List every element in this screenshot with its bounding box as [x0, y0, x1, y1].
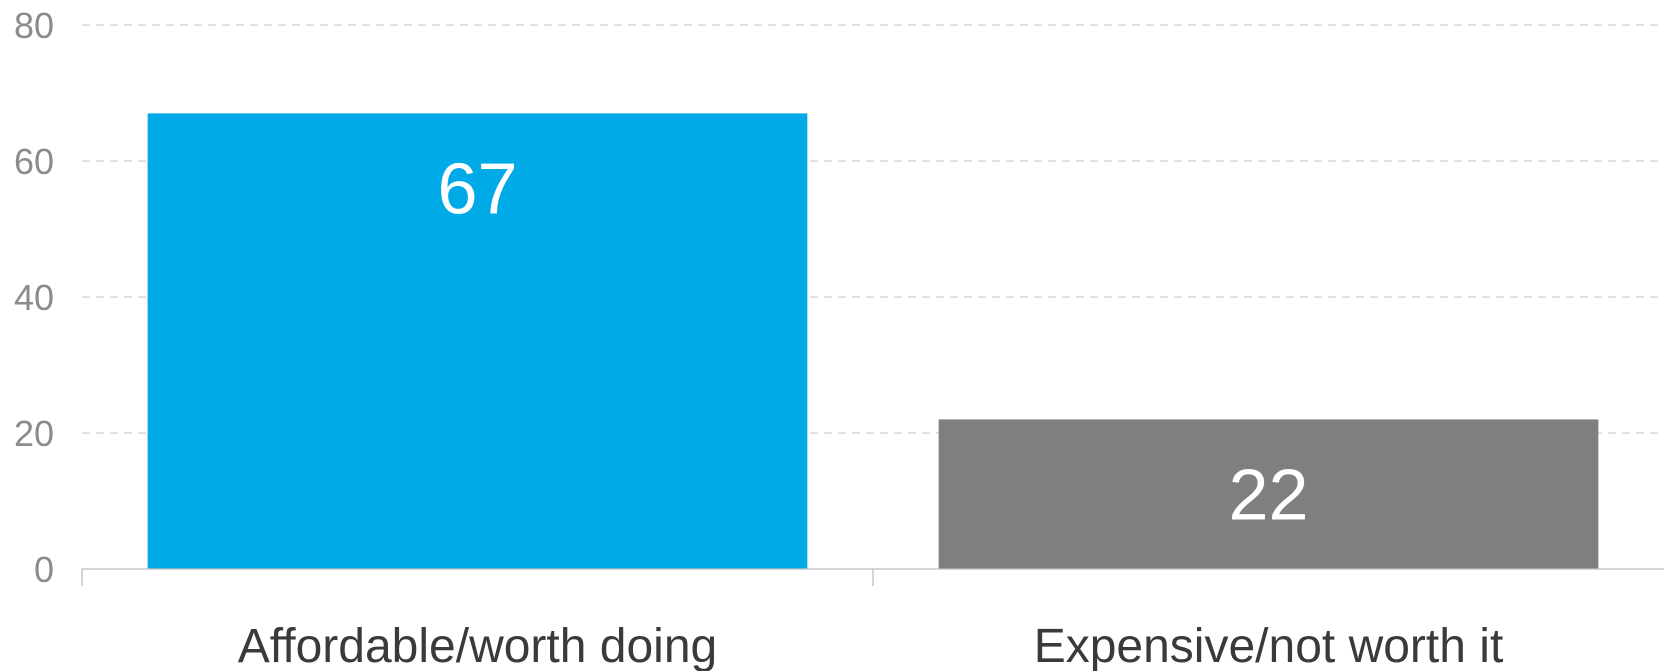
x-category-label: Expensive/not worth it — [1034, 620, 1504, 671]
y-tick-label: 80 — [14, 5, 54, 46]
y-tick-label: 40 — [14, 277, 54, 318]
axis-layer — [81, 568, 1664, 586]
y-tick-label: 60 — [14, 141, 54, 182]
y-tick-label: 0 — [34, 549, 54, 590]
y-tick-label: 20 — [14, 413, 54, 454]
bar-layer — [147, 113, 1599, 570]
bar — [938, 419, 1599, 569]
data-label: 22 — [1228, 455, 1308, 535]
data-label: 67 — [437, 149, 517, 229]
label-layer: 0 20 40 60 80 67 Affordable/worth doing 22 Expen… — [14, 5, 1503, 671]
bar — [147, 113, 808, 570]
x-category-label: Affordable/worth doing — [238, 620, 717, 671]
